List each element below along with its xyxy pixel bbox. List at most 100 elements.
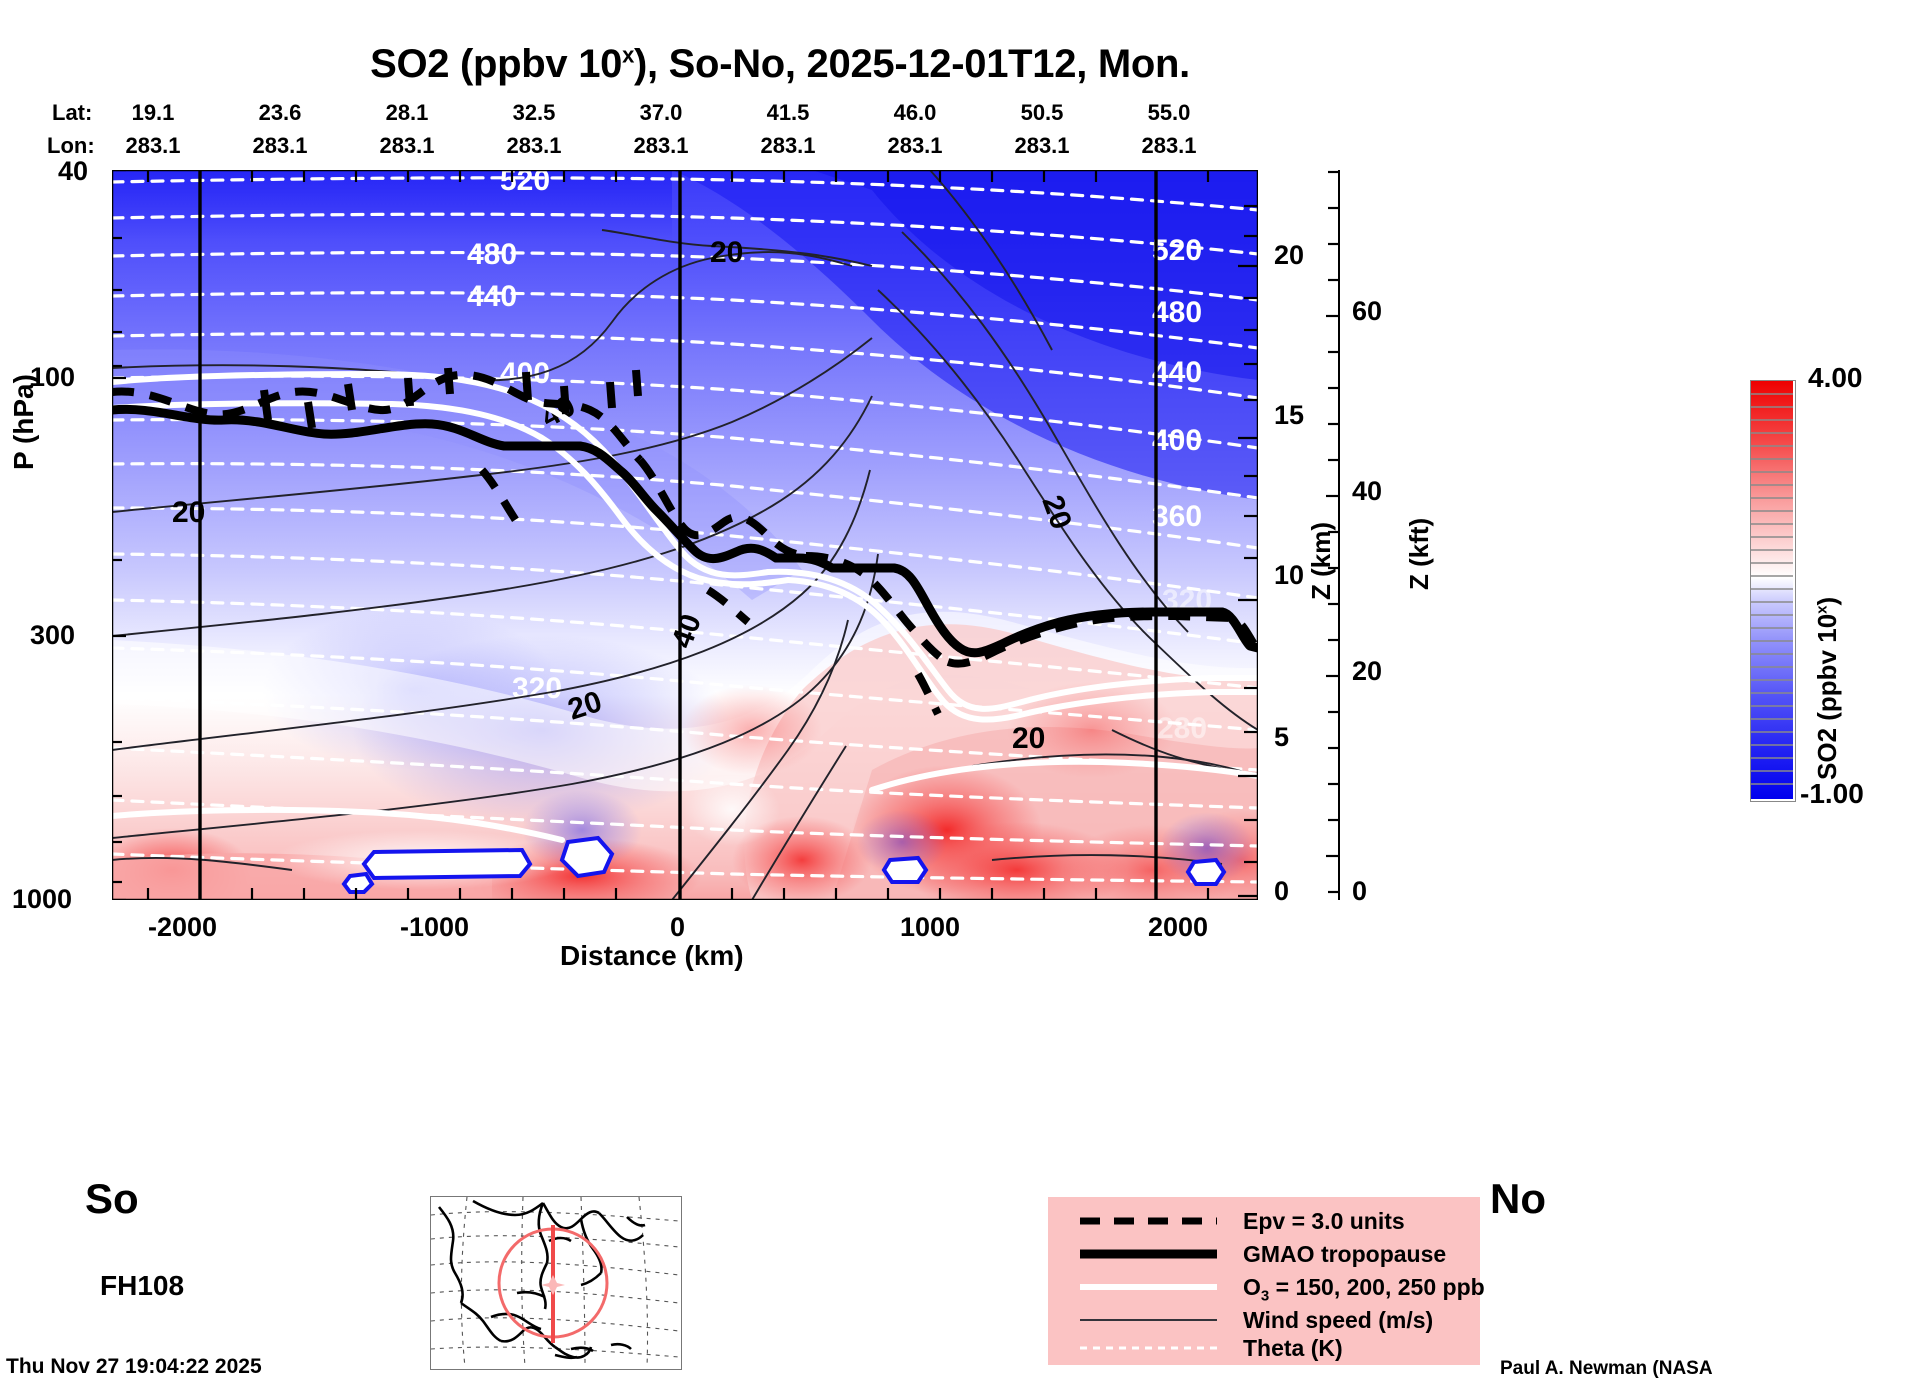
legend-item-epv[interactable]: Epv = 3.0 units — [1048, 1205, 1480, 1238]
plot-legend: Epv = 3.0 units GMAO tropopause O3 = 150… — [1048, 1197, 1485, 1365]
lon-value-4: 283.1 — [633, 133, 689, 158]
wind-speed-contours — [112, 170, 1258, 900]
p-tick-40: 40 — [58, 156, 89, 186]
legend-label-theta: Theta (K) — [1243, 1335, 1343, 1361]
zkft-tick-0: 0 — [1352, 876, 1368, 906]
zkft-tick-40: 40 — [1352, 476, 1383, 506]
lat-value-1: 23.6 — [258, 100, 302, 125]
lon-value-1: 283.1 — [252, 133, 308, 158]
wind-line-icon — [1080, 1319, 1217, 1321]
legend-label-wind: Wind speed (m/s) — [1243, 1307, 1434, 1333]
p-tick-300: 300 — [30, 620, 76, 650]
gmao-tropopause-line — [112, 404, 1258, 658]
tropopause-line-icon — [1080, 1249, 1217, 1259]
lat-value-4: 37.0 — [639, 100, 683, 125]
theta-label-440-right: 440 — [1152, 356, 1202, 389]
theta-label-480-left: 480 — [467, 238, 517, 271]
legend-item-ozone[interactable]: O3 = 150, 200, 250 ppb — [1048, 1271, 1485, 1305]
lon-label: Lon: — [47, 133, 95, 158]
legend-item-wind[interactable]: Wind speed (m/s) — [1048, 1304, 1480, 1337]
theta-label-280-right: 280 — [1157, 712, 1207, 745]
lon-value-0: 283.1 — [125, 133, 181, 158]
lon-value-6: 283.1 — [887, 133, 943, 158]
lat-value-8: 55.0 — [1147, 100, 1191, 125]
location-map-inset[interactable] — [430, 1196, 682, 1370]
x-tick-n2000: -2000 — [148, 912, 218, 942]
p-tick-1000: 1000 — [12, 884, 73, 914]
x-tick-2000: 2000 — [1148, 912, 1209, 942]
theta-label-520-right: 520 — [1152, 234, 1202, 267]
theta-label-320-left: 320 — [512, 672, 562, 705]
theta-line-icon — [1080, 1346, 1217, 1350]
legend-label-epv: Epv = 3.0 units — [1243, 1208, 1405, 1234]
author-credit: Paul A. Newman (NASA — [1500, 1358, 1713, 1379]
forecast-hour-label: FH108 — [100, 1270, 185, 1301]
legend-item-tropopause[interactable]: GMAO tropopause — [1048, 1238, 1480, 1271]
lon-value-2: 283.1 — [379, 133, 435, 158]
zkm-tick-0: 0 — [1274, 876, 1290, 906]
x-axis-title: Distance (km) — [560, 940, 744, 971]
zkft-axis-ticks — [1326, 170, 1340, 894]
lon-value-7: 283.1 — [1014, 133, 1070, 158]
surface-blue-pockets — [341, 835, 1227, 894]
colorbar-min-label: -1.00 — [1800, 778, 1864, 809]
theta-contours — [112, 176, 1258, 884]
north-end-label: No — [1490, 1175, 1546, 1222]
lon-value-5: 283.1 — [760, 133, 816, 158]
zkm-tick-5: 5 — [1274, 722, 1290, 752]
colorbar-title: SO2 (ppbv 10x) — [1812, 596, 1842, 780]
lon-value-3: 283.1 — [506, 133, 562, 158]
epv-fragments — [260, 367, 642, 429]
colorbar[interactable] — [1750, 380, 1796, 802]
x-tick-0: 0 — [670, 912, 686, 942]
lon-header-row: Lon: 283.1 283.1 283.1 283.1 283.1 283.1… — [0, 133, 1270, 159]
zkm-tick-20: 20 — [1274, 240, 1305, 270]
lat-value-6: 46.0 — [893, 100, 937, 125]
colorbar-gradient — [1751, 381, 1793, 799]
lat-label: Lat: — [52, 100, 93, 125]
lat-value-7: 50.5 — [1020, 100, 1064, 125]
x-tick-n1000: -1000 — [400, 912, 470, 942]
map-center-star — [541, 1275, 565, 1295]
theta-label-440-left: 440 — [467, 280, 517, 313]
ozone-line-icon — [1080, 1284, 1217, 1290]
legend-item-theta[interactable]: Theta (K) — [1048, 1332, 1480, 1365]
x-tick-1000: 1000 — [900, 912, 961, 942]
title-rest: ), So-No, 2025-12-01T12, Mon. — [634, 42, 1190, 86]
page-title: SO2 (ppbv 10x), So-No, 2025-12-01T12, Mo… — [0, 42, 1560, 87]
p-tick-100: 100 — [30, 362, 76, 392]
lat-header-row: Lat: 19.1 23.6 28.1 32.5 37.0 41.5 46.0 … — [0, 100, 1270, 126]
legend-label-tropopause: GMAO tropopause — [1243, 1241, 1447, 1267]
zkft-axis-line — [1338, 170, 1340, 900]
theta-label-480-right: 480 — [1152, 296, 1202, 329]
lat-value-2: 28.1 — [385, 100, 429, 125]
title-main: SO2 (ppbv 10 — [370, 42, 623, 86]
cross-section-plot[interactable]: 520 480 440 400 520 480 440 400 360 320 … — [112, 170, 1258, 900]
legend-label-ozone: O3 = 150, 200, 250 ppb — [1243, 1274, 1485, 1305]
lon-value-8: 283.1 — [1141, 133, 1197, 158]
zkft-tick-20: 20 — [1352, 656, 1383, 686]
vertical-reference-lines — [198, 170, 1158, 900]
theta-label-400-right: 400 — [1152, 424, 1202, 457]
p-axis-title: P (hPa) — [8, 374, 39, 470]
z-kft-axis-title: Z (kft) — [1404, 517, 1434, 590]
title-exponent: x — [622, 42, 635, 68]
south-end-label: So — [85, 1175, 139, 1222]
epv-line-icon — [1080, 1217, 1217, 1225]
theta-label-360-right: 360 — [1152, 500, 1202, 533]
lat-value-5: 41.5 — [766, 100, 810, 125]
zkft-tick-60: 60 — [1352, 296, 1383, 326]
map-inset-svg — [430, 1196, 680, 1368]
colorbar-max-label: 4.00 — [1808, 362, 1863, 393]
lat-value-0: 19.1 — [131, 100, 175, 125]
generation-timestamp: Thu Nov 27 19:04:22 2025 — [6, 1355, 262, 1378]
contour-fill-layer: 520 480 440 400 520 480 440 400 360 320 … — [112, 170, 1258, 900]
zkm-tick-10: 10 — [1274, 560, 1305, 590]
theta-label-520-left: 520 — [500, 170, 550, 197]
zkm-tick-15: 15 — [1274, 400, 1305, 430]
lat-value-3: 32.5 — [512, 100, 556, 125]
wind-label-20-a: 20 — [710, 236, 743, 269]
axis-ticks — [112, 170, 1258, 900]
wind-label-20-d: 20 — [1012, 722, 1045, 755]
theta-contour-labels: 520 480 440 400 520 480 440 400 360 320 … — [467, 170, 1212, 745]
